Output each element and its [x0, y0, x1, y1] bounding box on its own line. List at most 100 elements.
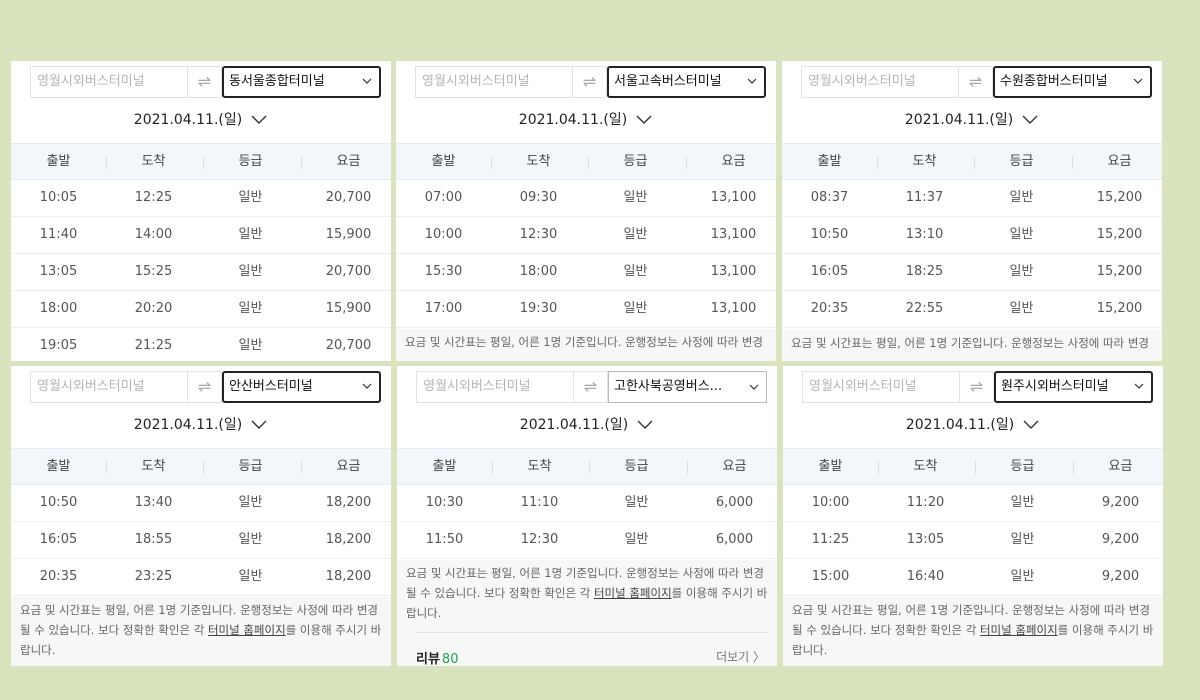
- bus-grade: 일반: [1010, 569, 1035, 584]
- timetable-header: 출발 도착 등급 요금: [782, 143, 1162, 180]
- terminal-homepage-link[interactable]: 터미널 홈페이지: [979, 623, 1058, 637]
- fare: 13,100: [710, 190, 757, 205]
- fare: 13,100: [710, 227, 757, 242]
- fare: 6,000: [715, 495, 754, 510]
- origin-input[interactable]: 영월시외버스터미널: [30, 66, 187, 98]
- header-fare: 요금: [1107, 154, 1132, 169]
- departure-time: 17:00: [424, 301, 463, 316]
- header-divider: [975, 461, 976, 474]
- table-row: 13:05 15:25 일반 20,700: [11, 254, 391, 291]
- destination-select[interactable]: 고한사북공영버스...: [608, 371, 767, 403]
- departure-time: 15:00: [811, 569, 850, 584]
- date-selector[interactable]: 2021.04.11.(일): [783, 412, 1163, 438]
- table-row: 10:00 12:30 일반 13,100: [396, 217, 776, 254]
- terminal-homepage-link[interactable]: 터미널 홈페이지: [593, 586, 672, 600]
- arrival-time: 22:55: [905, 301, 944, 316]
- swap-direction-icon[interactable]: ⇌: [187, 371, 222, 403]
- bus-grade: 일반: [238, 495, 263, 510]
- chevron-down-icon: [1022, 115, 1038, 124]
- date-selector[interactable]: 2021.04.11.(일): [782, 107, 1162, 133]
- destination-value: 원주시외버스터미널: [1001, 379, 1109, 394]
- header-grade: 등급: [1009, 154, 1034, 169]
- date-value: 2021.04.11.(일): [133, 417, 243, 433]
- destination-select[interactable]: 동서울종합터미널: [222, 66, 381, 98]
- chevron-down-icon: [747, 78, 757, 84]
- header-grade: 등급: [238, 459, 263, 474]
- bus-grade: 일반: [238, 569, 263, 584]
- destination-select[interactable]: 수원종합버스터미널: [993, 66, 1152, 98]
- date-selector[interactable]: 2021.04.11.(일): [396, 107, 776, 133]
- date-value: 2021.04.11.(일): [133, 112, 243, 128]
- fare: 13,100: [710, 264, 757, 279]
- origin-input[interactable]: 영월시외버스터미널: [30, 371, 187, 403]
- bus-grade: 일반: [1010, 495, 1035, 510]
- fare: 15,200: [1096, 264, 1143, 279]
- route-search-row: 영월시외버스터미널 ⇌ 동서울종합터미널: [30, 66, 381, 98]
- arrival-time: 18:25: [905, 264, 944, 279]
- destination-select[interactable]: 원주시외버스터미널: [994, 371, 1153, 403]
- table-row: 16:05 18:25 일반 15,200: [782, 254, 1162, 291]
- departure-time: 10:05: [39, 190, 78, 205]
- fare: 9,200: [1101, 569, 1140, 584]
- departure-time: 11:40: [39, 227, 78, 242]
- notice-text: 를 이용해 주시기 바: [285, 623, 382, 637]
- header-arrival: 도착: [141, 154, 166, 169]
- header-fare: 요금: [336, 459, 361, 474]
- chevron-down-icon: [637, 420, 653, 429]
- notice-line: 요금 및 시간표는 평일, 어른 1명 기준입니다. 운행정보는 사정에 따라 …: [405, 335, 763, 349]
- table-row: 19:05 21:25 일반 20,700: [11, 328, 391, 361]
- date-selector[interactable]: 2021.04.11.(일): [397, 412, 777, 438]
- timetable-body: 08:37 11:37 일반 15,200 10:50 13:10 일반 15,…: [782, 180, 1162, 328]
- timetable-body: 10:50 13:40 일반 18,200 16:05 18:55 일반 18,…: [11, 485, 391, 596]
- destination-value: 수원종합버스터미널: [1000, 74, 1108, 89]
- notice-text: 를 이용해 주시기 바: [671, 586, 768, 600]
- header-divider: [589, 461, 590, 474]
- table-row: 10:50 13:40 일반 18,200: [11, 485, 391, 522]
- chevron-down-icon: [1134, 383, 1144, 389]
- swap-direction-icon[interactable]: ⇌: [958, 66, 993, 98]
- timetable-body: 07:00 09:30 일반 13,100 10:00 12:30 일반 13,…: [396, 180, 776, 328]
- date-selector[interactable]: 2021.04.11.(일): [11, 107, 391, 133]
- notice-line: 요금 및 시간표는 평일, 어른 1명 기준입니다. 운행정보는 사정에 따라 …: [792, 603, 1150, 617]
- header-departure: 출발: [46, 459, 71, 474]
- more-link[interactable]: 더보기 〉: [716, 650, 765, 664]
- destination-select[interactable]: 안산버스터미널: [222, 371, 381, 403]
- notice-line: 될 수 있습니다. 보다 정확한 확인은 각 터미널 홈페이지를 이용해 주시기…: [792, 620, 1154, 640]
- arrival-time: 21:25: [134, 338, 173, 353]
- destination-select[interactable]: 서울고속버스터미널: [607, 66, 766, 98]
- origin-input[interactable]: 영월시외버스터미널: [415, 66, 572, 98]
- swap-direction-icon[interactable]: ⇌: [187, 66, 222, 98]
- destination-value: 서울고속버스터미널: [614, 74, 722, 89]
- fare: 15,200: [1096, 190, 1143, 205]
- header-divider: [106, 461, 107, 474]
- origin-input[interactable]: 영월시외버스터미널: [416, 371, 573, 403]
- swap-direction-icon[interactable]: ⇌: [959, 371, 994, 403]
- table-row: 11:25 13:05 일반 9,200: [783, 522, 1163, 559]
- notice-line: 요금 및 시간표는 평일, 어른 1명 기준입니다. 운행정보는 사정에 따라 …: [20, 603, 378, 617]
- departure-time: 10:50: [39, 495, 78, 510]
- notice-line: 요금 및 시간표는 평일, 어른 1명 기준입니다. 운행정보는 사정에 따라 …: [791, 336, 1149, 350]
- date-selector[interactable]: 2021.04.11.(일): [11, 412, 391, 438]
- table-row: 10:50 13:10 일반 15,200: [782, 217, 1162, 254]
- table-row: 10:05 12:25 일반 20,700: [11, 180, 391, 217]
- header-departure: 출발: [817, 154, 842, 169]
- swap-direction-icon[interactable]: ⇌: [573, 371, 608, 403]
- table-row: 16:05 18:55 일반 18,200: [11, 522, 391, 559]
- departure-time: 15:30: [424, 264, 463, 279]
- arrival-time: 11:37: [905, 190, 944, 205]
- fare-notice: 요금 및 시간표는 평일, 어른 1명 기준입니다. 운행정보는 사정에 따라 …: [782, 330, 1162, 361]
- header-divider: [203, 461, 204, 474]
- notice-line: 요금 및 시간표는 평일, 어른 1명 기준입니다. 운행정보는 사정에 따라 …: [406, 566, 764, 580]
- arrival-time: 14:00: [134, 227, 173, 242]
- origin-input[interactable]: 영월시외버스터미널: [802, 371, 959, 403]
- table-row: 15:30 18:00 일반 13,100: [396, 254, 776, 291]
- bus-grade: 일반: [1010, 532, 1035, 547]
- header-fare: 요금: [1108, 459, 1133, 474]
- review-heading: 리뷰 80: [416, 648, 458, 666]
- terminal-homepage-link[interactable]: 터미널 홈페이지: [207, 623, 286, 637]
- chevron-down-icon: [1133, 78, 1143, 84]
- origin-input[interactable]: 영월시외버스터미널: [801, 66, 958, 98]
- review-label: 리뷰: [416, 652, 440, 666]
- header-divider: [1072, 156, 1073, 169]
- swap-direction-icon[interactable]: ⇌: [572, 66, 607, 98]
